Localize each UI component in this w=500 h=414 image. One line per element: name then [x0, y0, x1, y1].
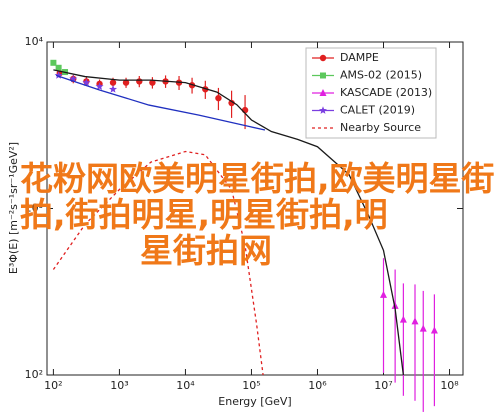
curve [52, 150, 264, 376]
data-point [430, 326, 438, 334]
x-tick-label: 10² [44, 379, 62, 392]
x-axis-label: Energy [GeV] [218, 395, 291, 408]
y-tick-label: 10⁴ [25, 35, 44, 48]
x-tick-label: 10⁶ [308, 379, 327, 392]
data-point [50, 59, 57, 66]
data-point [228, 99, 235, 107]
data-point [109, 85, 118, 93]
legend-marker [319, 106, 327, 114]
x-tick-label: 10⁸ [440, 379, 459, 392]
data-point [95, 82, 104, 90]
y-tick-label: 10² [25, 368, 43, 381]
data-point [215, 94, 222, 102]
legend-label: AMS-02 (2015) [340, 69, 422, 82]
legend-marker [319, 89, 327, 96]
legend-marker [319, 54, 327, 62]
curve [55, 74, 266, 131]
data-point [411, 317, 419, 325]
y-axis-label: E³Φ(E) [m⁻²s⁻¹sr⁻¹GeV²] [7, 142, 20, 274]
data-point [399, 315, 407, 323]
x-tick-label: 10⁵ [242, 379, 260, 392]
data-point [149, 79, 156, 86]
legend-marker [320, 72, 326, 79]
legend-label: KASCADE (2013) [340, 86, 432, 99]
data-point [122, 79, 130, 86]
legend-label: CALET (2019) [340, 104, 415, 117]
data-point [55, 64, 62, 71]
data-point [391, 301, 399, 309]
x-tick-label: 10⁴ [176, 379, 195, 392]
data-point [136, 78, 143, 85]
data-point [419, 324, 427, 332]
data-point [109, 79, 117, 86]
legend-label: Nearby Source [340, 121, 421, 134]
overlay-text: 花粉网欧美明星街拍,欧美明星街拍,街拍明星,明星街拍,明星街拍网 [20, 159, 495, 270]
data-point [54, 71, 63, 79]
data-point [82, 78, 91, 87]
data-point [69, 74, 78, 83]
x-tick-label: 10³ [110, 379, 128, 392]
curve [53, 69, 405, 376]
data-point [380, 290, 388, 298]
y-tick-label: 10³ [25, 202, 43, 215]
legend-label: DAMPE [340, 51, 379, 64]
x-tick-label: 10⁷ [374, 379, 392, 392]
